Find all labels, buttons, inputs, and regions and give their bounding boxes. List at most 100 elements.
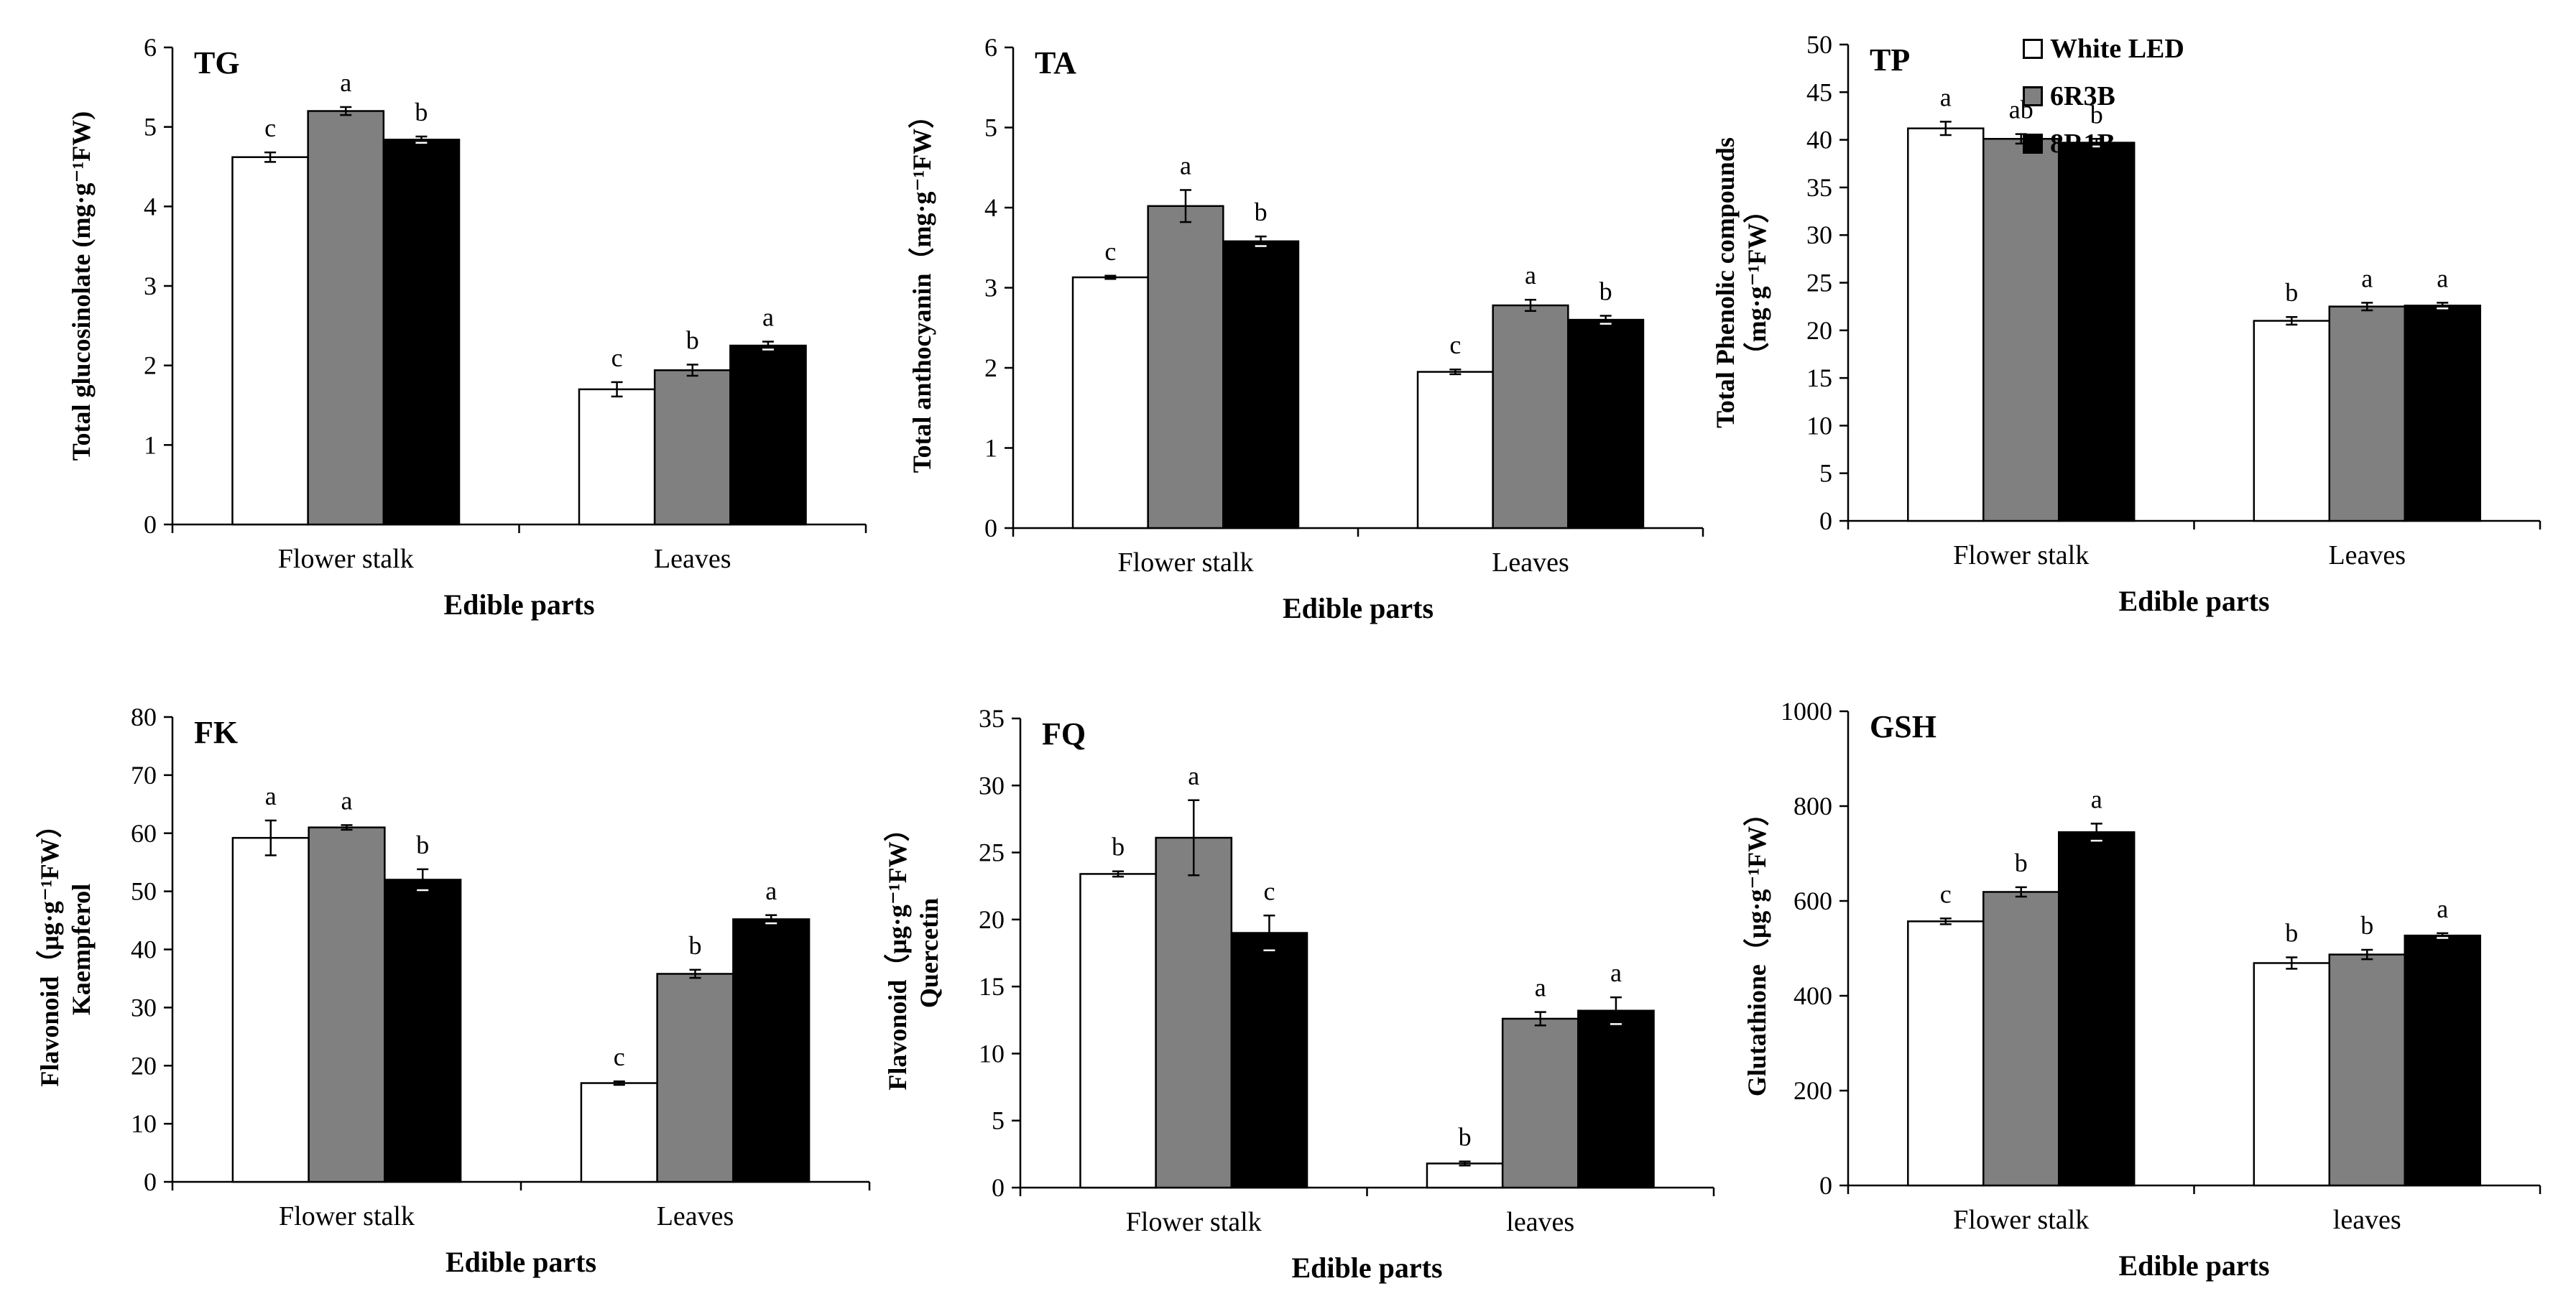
- y-tick-label: 20: [131, 1051, 157, 1080]
- bar: [729, 344, 807, 526]
- bar: [1567, 318, 1645, 530]
- significance-letter: a: [341, 786, 353, 815]
- legend-item-6r3b: 6R3B: [2023, 78, 2115, 115]
- y-tick-label: 35: [979, 704, 1005, 733]
- bar: [1079, 873, 1157, 1189]
- x-tick-label: Flower stalk: [1953, 1205, 2089, 1235]
- x-tick-label: leaves: [1506, 1207, 1574, 1237]
- bar: [1230, 932, 1308, 1189]
- bar: [384, 879, 462, 1183]
- y-tick-label: 10: [1806, 411, 1832, 440]
- x-tick-label: Leaves: [657, 1201, 734, 1231]
- legend-item-white-led: White LED: [2023, 30, 2184, 68]
- y-tick-label: 5: [984, 114, 997, 142]
- bar: [308, 826, 386, 1183]
- x-tick-label: Flower stalk: [1126, 1207, 1262, 1237]
- bar: [1416, 371, 1494, 530]
- significance-letter: b: [1255, 198, 1268, 226]
- bar: [1982, 891, 2060, 1187]
- bar: [580, 1082, 658, 1183]
- y-tick-label: 80: [131, 703, 157, 731]
- x-tick-label: leaves: [2333, 1205, 2401, 1235]
- y-tick-label: 0: [1819, 1171, 1832, 1200]
- panel-label: TA: [1035, 45, 1076, 80]
- y-tick-label: 5: [1819, 459, 1832, 488]
- legend-label-8r1b: 8R1B: [2050, 129, 2115, 159]
- significance-letter: b: [1599, 277, 1612, 306]
- x-tick-label: Flower stalk: [1953, 540, 2089, 570]
- bar: [1071, 276, 1149, 530]
- x-tick-label: Leaves: [654, 544, 731, 574]
- legend-label-6r3b: 6R3B: [2050, 81, 2115, 111]
- y-tick-label: 2: [984, 353, 997, 382]
- bar: [1907, 127, 1985, 522]
- y-axis-title: （mg·g⁻¹FW）: [1742, 198, 1771, 369]
- bar: [2057, 142, 2136, 522]
- panel-label: TP: [1870, 42, 1910, 78]
- y-tick-label: 6: [984, 33, 997, 62]
- significance-letter: c: [611, 343, 623, 372]
- bar: [1982, 138, 2060, 522]
- significance-letter: a: [265, 782, 277, 810]
- y-tick-label: 0: [144, 1167, 157, 1196]
- significance-letter: a: [1535, 974, 1546, 1002]
- y-tick-label: 30: [131, 993, 157, 1022]
- y-tick-label: 2: [144, 351, 157, 380]
- legend-item-8r1b: 8R1B: [2023, 125, 2115, 162]
- y-tick-label: 45: [1806, 78, 1832, 106]
- bar: [382, 139, 461, 526]
- legend-swatch-6r3b: [2023, 86, 2043, 106]
- y-tick-label: 40: [131, 935, 157, 964]
- y-tick-label: 200: [1793, 1076, 1832, 1105]
- bar: [2253, 320, 2331, 522]
- significance-letter: c: [264, 114, 276, 142]
- panel-label: FK: [194, 715, 238, 750]
- significance-letter: b: [1459, 1123, 1472, 1152]
- x-tick-label: Leaves: [1492, 547, 1569, 578]
- chart-panel-fk: 0 10 20 30 40 50 60 70 80 Flower stalk a a b Leaves c b…: [35, 703, 871, 1278]
- x-axis-title: Edible parts: [1291, 1252, 1442, 1284]
- y-tick-label: 0: [984, 514, 997, 542]
- bar: [2404, 934, 2481, 1187]
- y-tick-label: 30: [1806, 221, 1832, 249]
- bar: [1426, 1162, 1504, 1189]
- y-tick-label: 0: [992, 1173, 1005, 1202]
- y-tick-label: 800: [1793, 792, 1832, 820]
- y-tick-label: 1: [984, 434, 997, 463]
- bar: [578, 388, 656, 526]
- significance-letter: c: [1263, 877, 1275, 905]
- y-axis-title: Total anthocyanin（mg·g⁻¹FW）: [908, 103, 936, 473]
- y-tick-label: 70: [131, 761, 157, 790]
- significance-letter: b: [2285, 919, 2298, 948]
- significance-letter: a: [1188, 762, 1199, 790]
- x-axis-title: Edible parts: [1283, 592, 1434, 624]
- significance-letter: a: [765, 877, 777, 905]
- y-axis-title: Kaempferol: [67, 884, 96, 1015]
- y-tick-label: 60: [131, 819, 157, 848]
- panel-label: FQ: [1042, 716, 1086, 752]
- x-axis-title: Edible parts: [2118, 1249, 2269, 1282]
- y-tick-label: 10: [979, 1039, 1005, 1068]
- y-tick-label: 10: [131, 1109, 157, 1138]
- y-tick-label: 0: [144, 510, 157, 539]
- x-axis-title: Edible parts: [2118, 585, 2269, 617]
- bar: [231, 836, 310, 1183]
- y-tick-label: 35: [1806, 173, 1832, 202]
- x-axis-title: Edible parts: [446, 1246, 596, 1278]
- significance-letter: b: [416, 831, 429, 859]
- y-tick-label: 600: [1793, 887, 1832, 915]
- bar: [231, 156, 309, 526]
- y-tick-label: 3: [144, 272, 157, 300]
- y-axis-title: Flavonoid（μg·g⁻¹FW）: [35, 812, 64, 1086]
- bar: [2328, 953, 2406, 1187]
- bar: [2057, 831, 2136, 1187]
- y-axis-title: Quercetin: [915, 898, 943, 1008]
- y-tick-label: 1: [144, 430, 157, 459]
- bar: [653, 369, 731, 526]
- y-tick-label: 40: [1806, 126, 1832, 154]
- y-tick-label: 5: [992, 1106, 1005, 1135]
- chart-panel-ta: 0 1 2 3 4 5 6 Flower stalk c a b Leaves c a b TA Edible …: [908, 33, 1704, 624]
- significance-letter: b: [2090, 100, 2103, 129]
- significance-letter: b: [1112, 833, 1125, 861]
- chart-panel-fq: 0 5 10 15 20 25 30 35 Flower stalk b a c leaves b a a FQ…: [883, 704, 1715, 1284]
